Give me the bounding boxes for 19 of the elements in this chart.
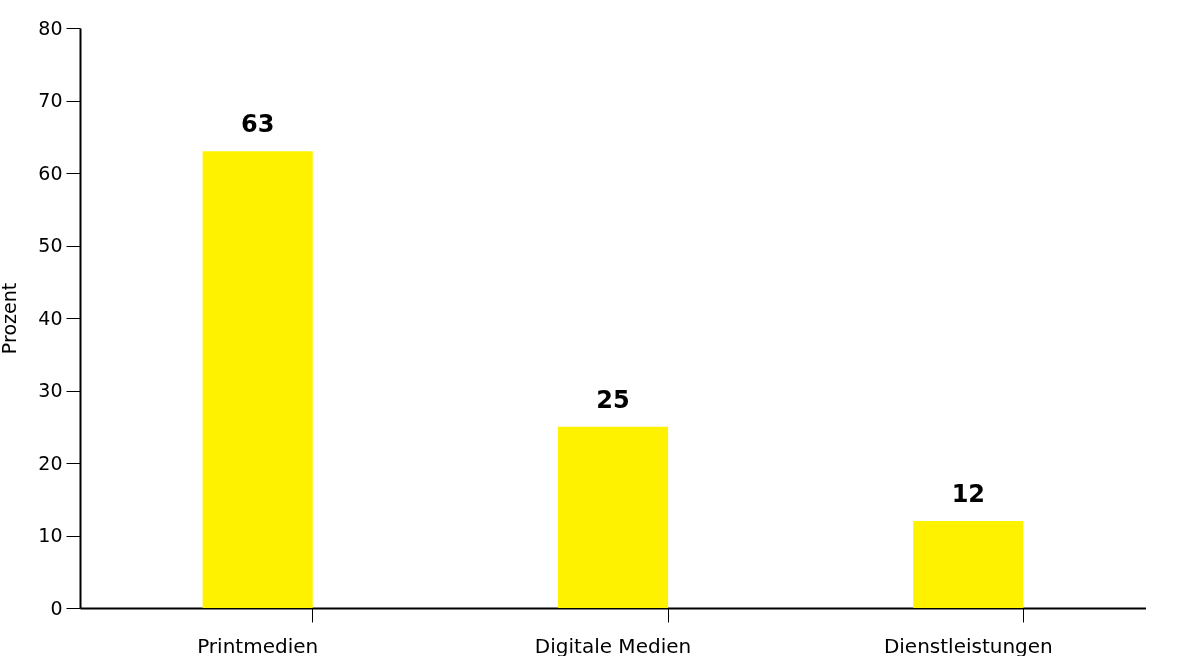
x-tick-label: Dienstleistungen xyxy=(883,633,1053,658)
data-label: 25 xyxy=(596,385,630,414)
y-tick-label: 50 xyxy=(38,234,63,256)
y-tick-label: 70 xyxy=(38,89,63,111)
y-axis-title: Prozent xyxy=(0,282,21,355)
data-label: 63 xyxy=(240,110,275,139)
y-tick-label: 20 xyxy=(38,451,63,474)
y-tick-label: 60 xyxy=(38,161,63,184)
x-tick-label: Digitale Medien xyxy=(534,633,692,658)
bar xyxy=(557,426,669,608)
y-tick-label: 80 xyxy=(38,16,63,39)
y-tick-label: 10 xyxy=(38,524,63,546)
y-tick-label: 40 xyxy=(38,306,63,329)
y-tick-label: 0 xyxy=(50,596,63,619)
y-tick-label: 30 xyxy=(38,379,63,401)
x-tick-label: Printmedien xyxy=(197,633,319,658)
bar xyxy=(913,521,1024,608)
bar xyxy=(202,151,313,608)
data-label: 12 xyxy=(951,480,986,508)
